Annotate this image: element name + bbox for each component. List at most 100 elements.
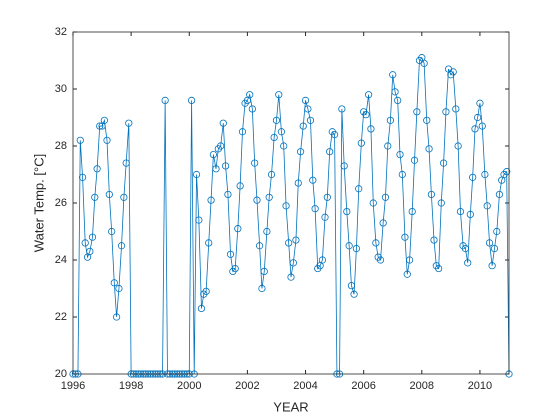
x-tick-label: 2008 (410, 380, 434, 392)
data-point (413, 108, 421, 116)
x-tick-label: 2010 (468, 380, 492, 392)
data-point (258, 284, 266, 293)
data-point (420, 59, 428, 67)
data-point (205, 239, 213, 247)
plot-area (73, 32, 509, 374)
data-point (125, 119, 133, 127)
data-point (265, 193, 273, 201)
data-point (108, 227, 116, 236)
data-point (212, 165, 220, 173)
data-point (372, 239, 380, 247)
data-point (219, 119, 227, 127)
data-point (207, 196, 215, 204)
data-point (267, 170, 276, 179)
x-tick-label: 2004 (293, 380, 317, 392)
data-point (464, 259, 472, 267)
data-point (91, 193, 99, 201)
data-point (343, 207, 351, 216)
data-point (437, 199, 445, 207)
data-point (263, 227, 271, 236)
data-point (270, 133, 278, 142)
data-point (403, 270, 411, 278)
data-point (224, 190, 232, 199)
data-point (461, 245, 469, 253)
data-point (398, 170, 406, 179)
data-point (425, 145, 433, 153)
data-point (357, 139, 365, 147)
data-point (217, 142, 225, 150)
data-point (423, 116, 431, 124)
data-point (490, 245, 499, 253)
data-point (495, 190, 504, 199)
data-point (256, 242, 264, 250)
data-point (161, 96, 169, 105)
x-tick-label: 2002 (235, 380, 259, 392)
data-point (456, 207, 465, 216)
x-tick-label: 2000 (177, 380, 201, 392)
data-point (481, 170, 489, 179)
data-point (260, 267, 268, 275)
data-point (306, 116, 315, 124)
data-point (100, 116, 108, 124)
data-point (389, 71, 397, 79)
data-point (376, 256, 385, 264)
data-point (369, 199, 377, 207)
data-point (318, 256, 326, 264)
data-point (355, 185, 363, 193)
data-point (478, 122, 486, 130)
data-point (299, 122, 307, 130)
data-point (277, 128, 286, 136)
y-tick-label: 32 (55, 26, 67, 38)
data-point (430, 236, 438, 244)
data-point (296, 148, 305, 156)
data-point (292, 236, 300, 244)
data-point (285, 239, 293, 247)
data-point (381, 193, 390, 201)
data-point (287, 273, 295, 281)
data-point (311, 205, 319, 213)
data-point (405, 256, 414, 264)
data-point (78, 173, 87, 181)
data-point (246, 91, 254, 99)
y-tick-label: 22 (55, 311, 67, 323)
y-tick-label: 28 (55, 140, 67, 152)
data-point (96, 122, 104, 130)
data-point (236, 182, 244, 190)
data-point (105, 190, 113, 199)
data-point (197, 304, 206, 313)
x-tick-label: 2006 (351, 380, 375, 392)
data-point (321, 213, 329, 221)
data-point (362, 111, 370, 119)
data-point (280, 142, 288, 150)
data-point (466, 210, 474, 218)
data-point (365, 91, 373, 99)
data-point (379, 219, 387, 227)
data-point (113, 313, 121, 321)
data-point (289, 259, 297, 267)
data-point (347, 282, 356, 290)
data-point (384, 142, 392, 150)
data-point (435, 264, 443, 273)
data-point (222, 162, 230, 170)
data-point (110, 279, 118, 287)
data-point (275, 91, 283, 99)
data-point (117, 242, 126, 250)
data-point (195, 216, 203, 224)
data-point (248, 105, 256, 113)
data-point (449, 68, 457, 76)
data-point (488, 262, 496, 270)
data-point (209, 150, 217, 159)
data-point (330, 131, 339, 139)
data-point (391, 88, 399, 96)
x-tick-label: 1998 (119, 380, 143, 392)
data-point (408, 207, 416, 216)
data-point (120, 193, 128, 201)
data-point (350, 290, 358, 298)
data-point (115, 284, 123, 293)
data-point (231, 264, 239, 273)
y-tick-label: 30 (55, 83, 67, 95)
data-point (503, 168, 511, 176)
data-point (338, 105, 346, 113)
data-point (485, 239, 494, 247)
